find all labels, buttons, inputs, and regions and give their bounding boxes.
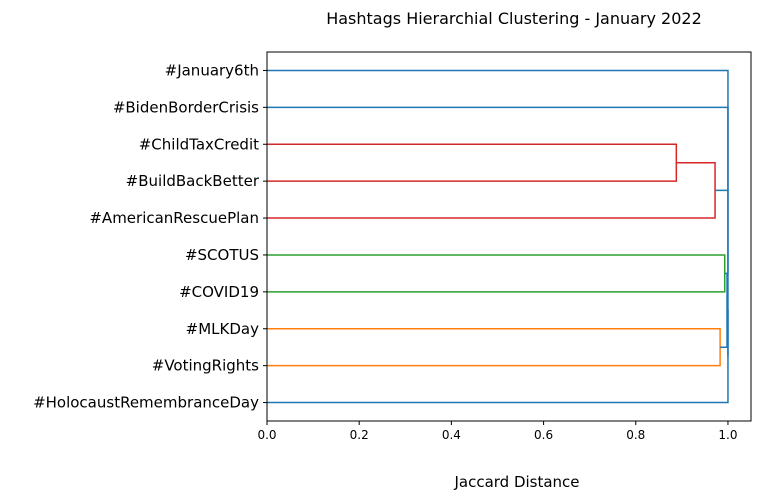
link-m4 (267, 328, 721, 367)
leaf-label: #HolocaustRemembranceDay (33, 394, 259, 412)
chart-title: Hashtags Hierarchial Clustering - Januar… (326, 9, 702, 28)
leaf-label: #COVID19 (179, 283, 259, 301)
leaf-label: #BidenBorderCrisis (113, 98, 259, 116)
x-tick-label: 0.6 (534, 428, 553, 442)
leaf-label: #BuildBackBetter (126, 172, 260, 190)
link-m9 (267, 69, 729, 191)
leaf-label: #MLKDay (186, 320, 259, 338)
link-m8 (267, 106, 729, 274)
leaf-label: #VotingRights (152, 357, 259, 375)
plot-frame (266, 51, 752, 422)
x-axis-label: Jaccard Distance (453, 473, 579, 491)
x-tick-label: 0.0 (257, 428, 276, 442)
dendrogram-links (267, 69, 729, 404)
x-axis-ticks: 0.0 0.2 0.4 0.6 0.8 1.0 (257, 421, 737, 442)
x-tick-label: 0.4 (442, 428, 461, 442)
x-tick-label: 0.2 (350, 428, 369, 442)
leaf-label: #ChildTaxCredit (139, 135, 259, 153)
x-tick-label: 0.8 (626, 428, 645, 442)
leaf-label: #January6th (165, 61, 259, 79)
link-m6 (267, 309, 729, 404)
leaf-label: #SCOTUS (185, 246, 259, 264)
link-m1 (267, 143, 678, 182)
y-axis-ticks: #January6th #BidenBorderCrisis #ChildTaxCr… (33, 61, 267, 412)
link-m2 (267, 161, 716, 219)
x-tick-label: 1.0 (718, 428, 737, 442)
leaf-label: #AmericanRescuePlan (89, 209, 259, 227)
link-m5 (720, 272, 728, 348)
link-m3 (267, 254, 726, 293)
